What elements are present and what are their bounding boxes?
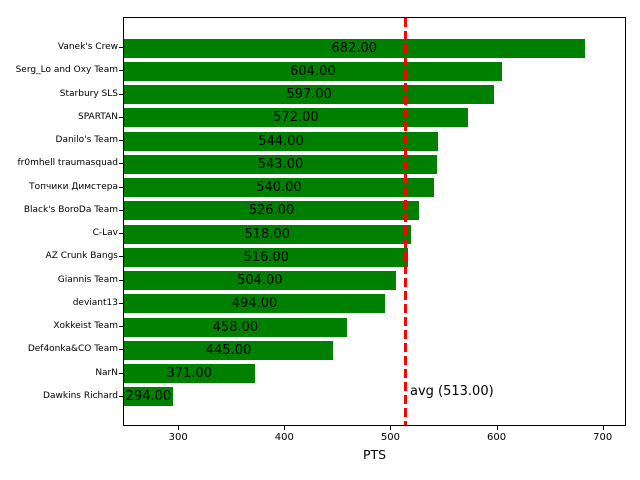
bar-value-label: 504.00 [237, 273, 283, 289]
y-tick-label: Vanek's Crew [57, 42, 118, 53]
y-tick-label: Serg_Lo and Oxy Team [15, 65, 118, 76]
x-tick-mark [496, 426, 498, 430]
bar-value-label: 371.00 [166, 366, 213, 382]
y-tick-mark [119, 163, 123, 165]
y-tick-mark [119, 70, 123, 72]
bar-value-label: 597.00 [286, 87, 332, 103]
x-tick-label: 600 [486, 432, 507, 443]
bar-value-label: 544.00 [258, 133, 304, 149]
x-tick-label: 500 [380, 432, 400, 443]
bar [124, 247, 409, 267]
y-tick-label: fr0mhell traumasquad [17, 158, 118, 169]
y-tick-mark [119, 209, 123, 211]
y-tick-label: Def4onka&CO Team [27, 344, 118, 355]
bar [124, 108, 468, 128]
bar-value-label: 458.00 [212, 319, 259, 335]
bar-value-label: 494.00 [231, 296, 278, 312]
bar-value-label: 294.00 [125, 389, 172, 405]
y-tick-label: Dawkins Richard [43, 390, 118, 401]
bar [124, 131, 439, 151]
y-tick-mark [119, 93, 123, 95]
y-tick-mark [119, 279, 123, 281]
y-tick-mark [119, 47, 123, 49]
plot-area: 682.00 604.00 597.00 572.00 544.00 543.00 540.… [123, 17, 626, 426]
y-tick-label: C-Lav [92, 228, 118, 239]
bar [124, 178, 434, 198]
y-tick-mark [119, 395, 123, 397]
avg-line [404, 18, 408, 425]
bar-value-label: 682.00 [331, 40, 378, 56]
x-tick-label: 400 [274, 432, 294, 443]
y-tick-mark [119, 372, 123, 374]
bar-value-label: 526.00 [248, 203, 295, 219]
y-tick-label: Giannis Team [57, 274, 118, 285]
bar-value-label: 572.00 [273, 110, 319, 126]
bar [124, 387, 173, 407]
bar-value-label: 604.00 [290, 63, 336, 79]
bar-value-label: 516.00 [243, 249, 289, 265]
y-tick-mark [119, 116, 123, 118]
x-tick-label: 300 [168, 432, 188, 443]
bar [124, 61, 502, 81]
avg-annotation: avg (513.00) [410, 384, 494, 399]
y-tick-label: Xokkeist Team [53, 321, 118, 332]
bar [124, 340, 334, 360]
y-tick-label: SPARTAN [77, 111, 118, 122]
bar [124, 294, 386, 314]
bar-value-label: 543.00 [257, 156, 304, 172]
bar [124, 317, 347, 337]
x-tick-mark [602, 426, 604, 430]
y-tick-label: deviant13 [72, 297, 118, 308]
y-tick-mark [119, 186, 123, 188]
y-tick-label: Starbury SLS [59, 88, 118, 99]
y-tick-label: Топчики Димстера [29, 181, 118, 192]
y-tick-mark [119, 256, 123, 258]
bar [124, 201, 419, 221]
y-tick-label: AZ Crunk Bangs [45, 251, 118, 262]
x-tick-mark [178, 426, 180, 430]
x-tick-label: 700 [593, 432, 613, 443]
bar [124, 224, 411, 244]
y-tick-mark [119, 140, 123, 142]
bar [124, 271, 396, 291]
bar [124, 364, 255, 384]
y-tick-label: Danilo's Team [55, 135, 118, 146]
y-tick-label: NarN [95, 367, 118, 378]
y-tick-mark [119, 302, 123, 304]
bar-value-label: 445.00 [205, 342, 252, 358]
y-tick-mark [119, 233, 123, 235]
x-tick-mark [390, 426, 392, 430]
bar [124, 154, 438, 174]
x-tick-mark [284, 426, 286, 430]
bar [124, 85, 495, 105]
y-tick-mark [119, 326, 123, 328]
y-tick-label: Black's BoroDa Team [23, 204, 118, 215]
y-tick-mark [119, 349, 123, 351]
x-axis-label: PTS [362, 447, 387, 462]
bar-value-label: 540.00 [256, 180, 302, 196]
bar-value-label: 518.00 [244, 226, 291, 242]
bar [124, 38, 585, 58]
